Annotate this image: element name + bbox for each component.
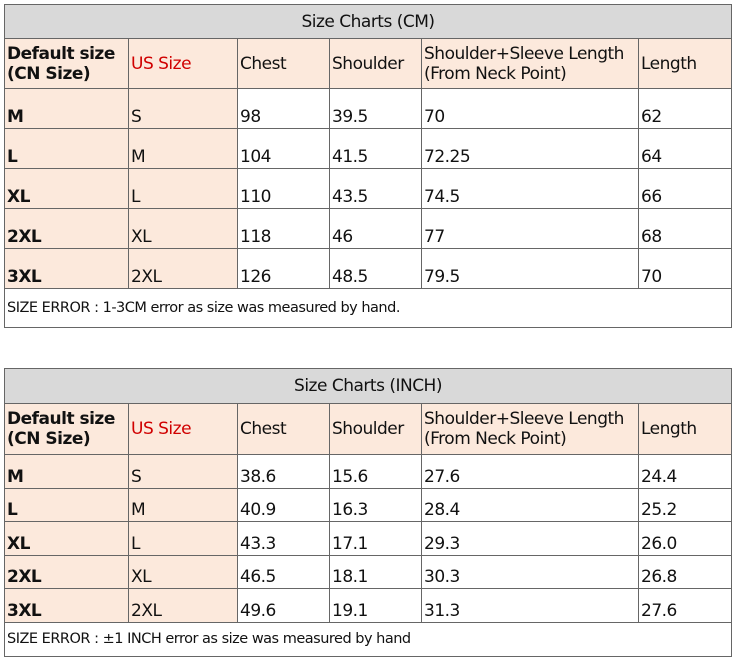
table-row: L M 104 41.5 72.25 64	[4, 128, 732, 169]
header-us-size: US Size	[128, 38, 238, 89]
header-length: Length	[638, 38, 732, 89]
cell-shoulder: 46	[329, 208, 422, 249]
cell-sleeve-length: 74.5	[421, 168, 639, 209]
table-row: 3XL 2XL 126 48.5 79.5 70	[4, 248, 732, 289]
cell-us-size: 2XL	[128, 248, 238, 289]
cell-chest: 118	[237, 208, 330, 249]
header-sleeve: Shoulder+Sleeve Length (From Neck Point)	[421, 403, 639, 455]
cell-length: 66	[638, 168, 732, 209]
cell-length: 26.0	[637, 521, 733, 556]
cell-length: 68	[638, 208, 732, 249]
cell-cn-size: L	[4, 128, 129, 169]
cell-chest: 98	[237, 88, 330, 129]
header-default-size: Default size (CN Size)	[4, 38, 129, 89]
cell-us-size: S	[128, 454, 238, 489]
cell-chest: 104	[237, 128, 330, 169]
header-row: Default size (CN Size) US Size Chest Shou…	[4, 403, 733, 455]
cell-shoulder: 16.3	[329, 487, 422, 522]
cell-us-size: L	[128, 521, 238, 556]
cell-sleeve-length: 31.3	[421, 588, 639, 623]
table-row: XL L 43.3 17.1 29.3 26.0	[4, 521, 733, 556]
cell-sleeve-length: 30.3	[421, 554, 639, 589]
cell-chest: 110	[237, 168, 330, 209]
cell-us-size: XL	[128, 554, 238, 589]
header-chest: Chest	[237, 403, 330, 455]
cell-cn-size: 2XL	[4, 208, 129, 249]
cell-sleeve-length: 77	[421, 208, 639, 249]
cell-us-size: M	[128, 128, 238, 169]
cell-sleeve-length: 28.4	[421, 487, 639, 522]
cell-shoulder: 39.5	[329, 88, 422, 129]
cell-sleeve-length: 70	[421, 88, 639, 129]
table-row: XL L 110 43.5 74.5 66	[4, 168, 732, 209]
cell-shoulder: 43.5	[329, 168, 422, 209]
cell-sleeve-length: 29.3	[421, 521, 639, 556]
header-row: Default size (CN Size) US Size Chest Shou…	[4, 38, 732, 89]
cell-us-size: XL	[128, 208, 238, 249]
table-title: Size Charts (INCH)	[3, 368, 733, 404]
table-row: 2XL XL 46.5 18.1 30.3 26.8	[4, 554, 733, 589]
table-row: M S 38.6 15.6 27.6 24.4	[4, 454, 733, 489]
cell-shoulder: 48.5	[329, 248, 422, 289]
cell-sleeve-length: 27.6	[421, 454, 639, 489]
size-chart-inch: Size Charts (INCH) Default size (CN Size)…	[3, 368, 733, 657]
cell-cn-size: XL	[4, 521, 129, 556]
cell-length: 26.8	[637, 554, 733, 589]
cell-chest: 46.5	[237, 554, 330, 589]
header-sleeve: Shoulder+Sleeve Length (From Neck Point)	[421, 38, 639, 89]
cell-length: 24.4	[637, 454, 733, 489]
cell-us-size: 2XL	[128, 588, 238, 623]
cell-length: 64	[638, 128, 732, 169]
cell-cn-size: M	[4, 88, 129, 129]
cell-chest: 40.9	[237, 487, 330, 522]
cell-shoulder: 18.1	[329, 554, 422, 589]
header-length: Length	[637, 403, 733, 455]
cell-chest: 43.3	[237, 521, 330, 556]
cell-shoulder: 15.6	[329, 454, 422, 489]
table-row: M S 98 39.5 70 62	[4, 88, 732, 129]
cell-chest: 38.6	[237, 454, 330, 489]
cell-us-size: M	[128, 487, 238, 522]
table-title: Size Charts (CM)	[4, 4, 732, 39]
cell-chest: 49.6	[237, 588, 330, 623]
cell-us-size: S	[128, 88, 238, 129]
size-error-note: SIZE ERROR : 1-3CM error as size was mea…	[4, 288, 732, 328]
table-row: L M 40.9 16.3 28.4 25.2	[4, 487, 733, 522]
cell-cn-size: 2XL	[4, 554, 129, 589]
header-default-size: Default size (CN Size)	[4, 403, 129, 455]
cell-shoulder: 19.1	[329, 588, 422, 623]
size-error-note: SIZE ERROR : ±1 INCH error as size was m…	[3, 621, 733, 657]
cell-length: 70	[638, 248, 732, 289]
table-row: 2XL XL 118 46 77 68	[4, 208, 732, 249]
cell-cn-size: M	[4, 454, 129, 489]
cell-cn-size: L	[4, 487, 129, 522]
cell-cn-size: XL	[4, 168, 129, 209]
cell-shoulder: 17.1	[329, 521, 422, 556]
header-us-size: US Size	[128, 403, 238, 455]
cell-sleeve-length: 79.5	[421, 248, 639, 289]
header-shoulder: Shoulder	[329, 403, 422, 455]
cell-length: 62	[638, 88, 732, 129]
cell-us-size: L	[128, 168, 238, 209]
cell-cn-size: 3XL	[4, 588, 129, 623]
header-shoulder: Shoulder	[329, 38, 422, 89]
cell-cn-size: 3XL	[4, 248, 129, 289]
cell-length: 27.6	[637, 588, 733, 623]
size-chart-cm: Size Charts (CM) Default size (CN Size) U…	[4, 4, 732, 328]
table-row: 3XL 2XL 49.6 19.1 31.3 27.6	[4, 588, 733, 623]
cell-sleeve-length: 72.25	[421, 128, 639, 169]
cell-chest: 126	[237, 248, 330, 289]
cell-shoulder: 41.5	[329, 128, 422, 169]
cell-length: 25.2	[637, 487, 733, 522]
header-chest: Chest	[237, 38, 330, 89]
